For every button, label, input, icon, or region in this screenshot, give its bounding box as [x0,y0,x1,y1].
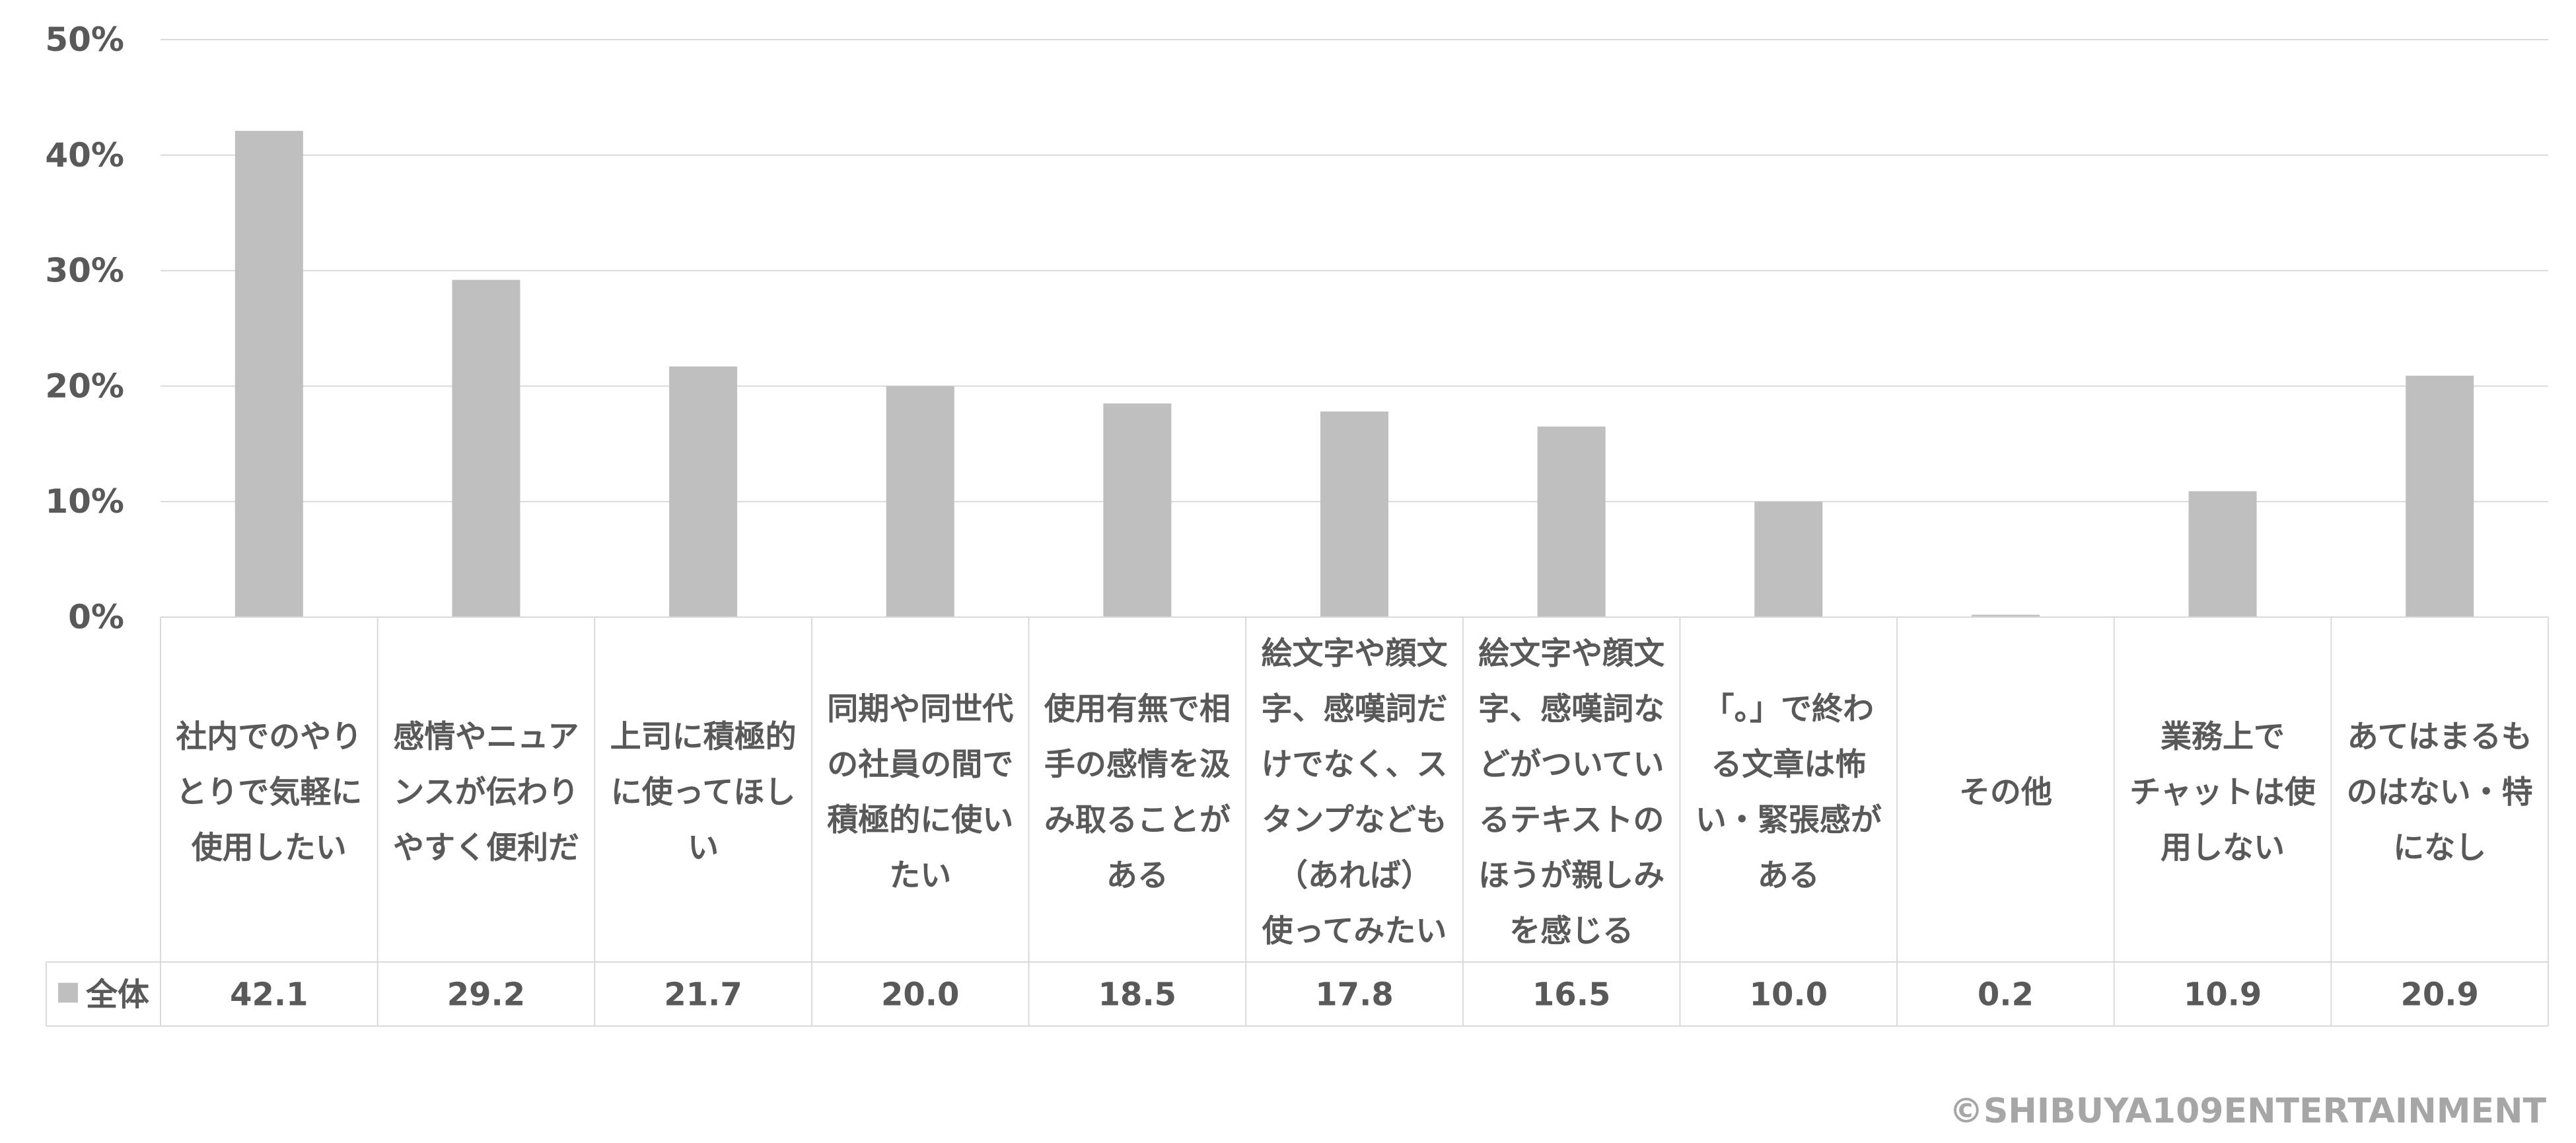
value-label: 20.0 [881,977,959,1014]
y-tick-label: 50% [45,20,124,59]
bar [669,366,738,617]
value-label: 18.5 [1098,977,1176,1014]
y-tick-label: 0% [68,598,124,636]
category-label: 同期や同世代の社員の間で積極的に使いたい [827,691,1013,894]
value-label: 42.1 [230,977,308,1014]
bar [1971,614,2040,617]
bar [2406,375,2474,617]
bar [1103,403,1172,617]
bar [1320,411,1388,617]
category-label: 社内でのやりとりで気軽に使用したい [176,719,362,866]
value-label: 10.9 [2184,977,2262,1014]
category-label: 絵文字や顔文字、感嘆詞などがついているテキストのほうが親しみを感じる [1478,636,1664,949]
y-axis-ticks: 0% 10% 20% 30% 40% 50% [45,20,124,636]
category-label: 「。」で終わる文章は怖い・緊張感がある [1696,691,1882,894]
category-label: 上司に積極的に使ってほしい [610,719,797,866]
category-label: その他 [1959,774,2052,811]
y-tick-label: 10% [45,482,124,521]
bar [234,131,303,618]
bar [452,279,520,617]
copyright-text: ©SHIBUYA109ENTERTAINMENT [1949,1091,2546,1131]
category-label: 業務上でチャットは使用しない [2129,719,2316,866]
category-label: 感情やニュアンスが伝わりやすく便利だ [393,719,579,866]
y-tick-label: 40% [45,136,124,174]
bar [886,386,954,617]
legend-swatch [58,982,78,1003]
y-tick-label: 20% [45,367,124,405]
bar [1537,426,1606,617]
category-label: 使用有無で相手の感情を汲み取ることがある [1044,691,1231,894]
value-label: 29.2 [447,977,525,1014]
category-label: 絵文字や顔文字、感嘆詞だけでなく、スタンプなども（あれば）使ってみたい [1262,636,1448,949]
value-label: 21.7 [664,977,742,1014]
grid-lines [161,39,2548,503]
y-tick-label: 30% [45,252,124,290]
value-label: 20.9 [2400,977,2478,1014]
value-label: 10.0 [1750,977,1828,1014]
value-label: 17.8 [1315,977,1393,1014]
bar [2188,491,2257,617]
value-label: 16.5 [1532,977,1610,1014]
legend-label: 全体 [85,977,149,1014]
value-label: 0.2 [1978,977,2034,1014]
data-table: 社内でのやりとりで気軽に使用したい感情やニュアンスが伝わりやすく便利だ上司に積極… [46,616,2549,1027]
bars [234,131,2474,618]
category-label: あてはまるものはない・特になし [2347,719,2533,866]
bar [1754,501,1823,617]
